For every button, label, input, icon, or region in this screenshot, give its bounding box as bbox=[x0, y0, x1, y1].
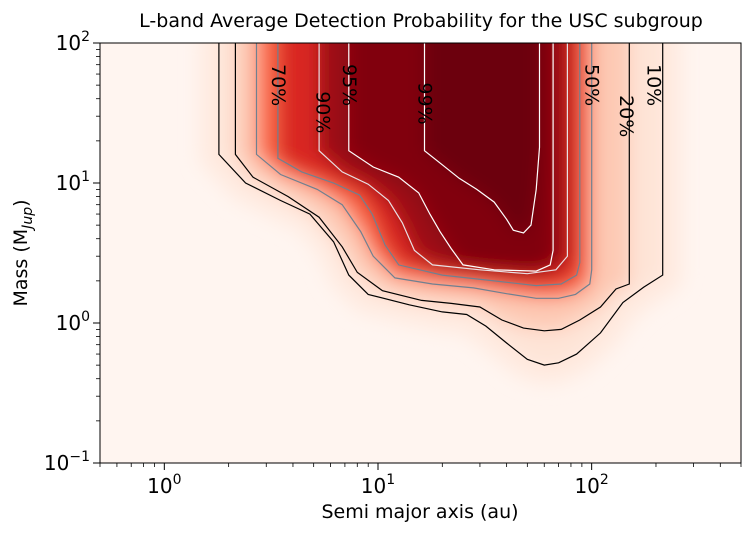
contour-label-95: 95% bbox=[338, 64, 360, 106]
y-tick-label: 10−1 bbox=[44, 449, 90, 475]
y-axis-label: Mass (MJup) bbox=[10, 200, 36, 307]
plot-frame bbox=[99, 42, 742, 464]
y-tick-label: 100 bbox=[56, 309, 90, 335]
x-tick-label: 100 bbox=[147, 472, 181, 498]
contour-line-90 bbox=[318, 43, 568, 275]
contour-label-90: 90% bbox=[312, 91, 334, 133]
heat-band-99 bbox=[424, 43, 540, 233]
x-tick-label: 101 bbox=[361, 472, 395, 498]
contour-line-70 bbox=[277, 43, 581, 287]
contour-line-95 bbox=[348, 43, 554, 272]
contour-label-10: 10% bbox=[643, 64, 665, 106]
chart-title: L-band Average Detection Probability for… bbox=[139, 10, 703, 32]
contour-line-20 bbox=[234, 43, 630, 332]
x-tick-label: 102 bbox=[574, 472, 608, 498]
x-axis: 100 101 102 bbox=[99, 463, 742, 498]
contour-line-99 bbox=[423, 43, 541, 234]
contour-labels: 10% 20% 50% 70% 90%95% 99% bbox=[267, 64, 665, 137]
y-axis-label-main: Mass (M bbox=[10, 229, 32, 307]
y-tick-label: 102 bbox=[56, 29, 90, 55]
y-axis-label-close: ) bbox=[10, 200, 32, 207]
contour-label-99: 99% bbox=[414, 82, 436, 124]
x-axis-label: Semi major axis (au) bbox=[321, 501, 518, 523]
y-axis-label-subscript: Jup bbox=[20, 207, 36, 232]
contour-line-50 bbox=[255, 43, 593, 299]
contour-label-20: 20% bbox=[615, 95, 637, 137]
contour-lines bbox=[218, 43, 664, 366]
contour-label-70: 70% bbox=[267, 64, 289, 106]
contour-line-10 bbox=[218, 43, 664, 366]
y-axis: 10−1 100 101 102 bbox=[44, 29, 100, 475]
contour-label-50: 50% bbox=[581, 64, 603, 106]
y-tick-label: 101 bbox=[56, 169, 90, 195]
plot-area: 10% 20% 50% 70% 90%95% 99% bbox=[100, 43, 741, 463]
